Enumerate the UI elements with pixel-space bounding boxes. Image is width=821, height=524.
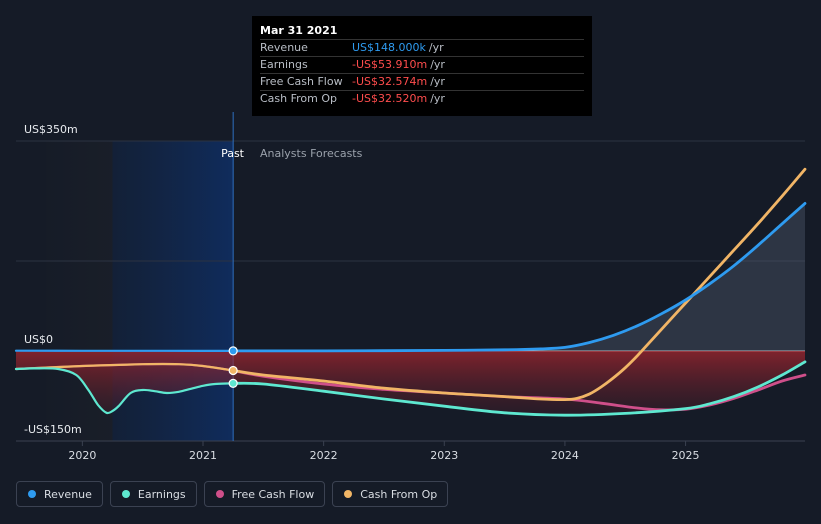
- x-tick-label-2025: 2025: [672, 449, 700, 462]
- tooltip-row-name: Free Cash Flow: [260, 75, 343, 88]
- legend-item-fcf[interactable]: Free Cash Flow: [203, 481, 326, 507]
- legend-item-cfo[interactable]: Cash From Op: [332, 481, 449, 507]
- line-fcf-forecast: [231, 369, 807, 412]
- legend-label: Revenue: [44, 487, 92, 501]
- tooltip: Mar 31 2021 Revenue US$148.000k /yr Earn…: [252, 16, 592, 116]
- legend-dot-earnings: [121, 490, 130, 498]
- legend-label: Free Cash Flow: [231, 487, 315, 501]
- marker-cfo: [228, 365, 238, 376]
- marker-earnings: [228, 378, 238, 388]
- tooltip-row-value: -US$32.520m: [352, 92, 428, 105]
- line-cfo-past: [14, 362, 235, 372]
- line-earnings-forecast: [231, 360, 807, 417]
- line-cfo-forecast: [231, 167, 807, 402]
- x-tick-label-2023: 2023: [430, 449, 458, 462]
- tooltip-row-name: Cash From Op: [260, 92, 338, 105]
- tooltip-date: Mar 31 2021: [260, 22, 584, 40]
- past-label: Past: [221, 147, 245, 160]
- tooltip-row-value: -US$53.910m: [352, 58, 428, 71]
- tooltip-row-value: US$148.000k: [352, 41, 426, 54]
- past-highlight-region: [112, 141, 234, 441]
- legend-item-earnings[interactable]: Earnings: [109, 481, 197, 507]
- legend-label: Earnings: [137, 487, 186, 501]
- tooltip-row-earnings: Earnings -US$53.910m /yr: [260, 57, 584, 74]
- tooltip-row-name: Earnings: [260, 58, 308, 71]
- x-tick-label-2020: 2020: [68, 449, 96, 462]
- marker-revenue: [228, 346, 238, 356]
- x-tick-label-2021: 2021: [189, 449, 217, 462]
- legend-dot-revenue: [28, 490, 36, 498]
- tooltip-row-name: Revenue: [260, 41, 308, 54]
- tooltip-row-fcf: Free Cash Flow -US$32.574m /yr: [260, 74, 584, 91]
- tooltip-row-unit: /yr: [428, 41, 444, 54]
- x-tick-label-2024: 2024: [551, 449, 579, 462]
- legend-label: Cash From Op: [360, 487, 438, 501]
- x-tick-label-2022: 2022: [310, 449, 338, 462]
- y-tick-label-top: US$350m: [24, 123, 78, 136]
- tooltip-row-unit: /yr: [430, 75, 445, 88]
- tooltip-row-revenue: Revenue US$148.000k /yr: [260, 40, 584, 57]
- legend-item-revenue[interactable]: Revenue: [16, 481, 103, 507]
- legend: Revenue Earnings Free Cash Flow Cash Fro…: [16, 481, 449, 507]
- y-tick-label-bottom: -US$150m: [24, 423, 82, 436]
- line-revenue-forecast: [231, 202, 807, 353]
- tooltip-row-value: -US$32.574m: [352, 75, 428, 88]
- line-earnings-past: [14, 367, 235, 415]
- tooltip-row-cfo: Cash From Op -US$32.520m /yr: [260, 91, 584, 107]
- forecast-label: Analysts Forecasts: [260, 147, 363, 160]
- y-tick-label-zero: US$0: [24, 333, 53, 346]
- tooltip-row-unit: /yr: [430, 58, 445, 71]
- tooltip-row-unit: /yr: [430, 92, 445, 105]
- legend-dot-cfo: [344, 490, 353, 498]
- legend-dot-fcf: [215, 490, 224, 498]
